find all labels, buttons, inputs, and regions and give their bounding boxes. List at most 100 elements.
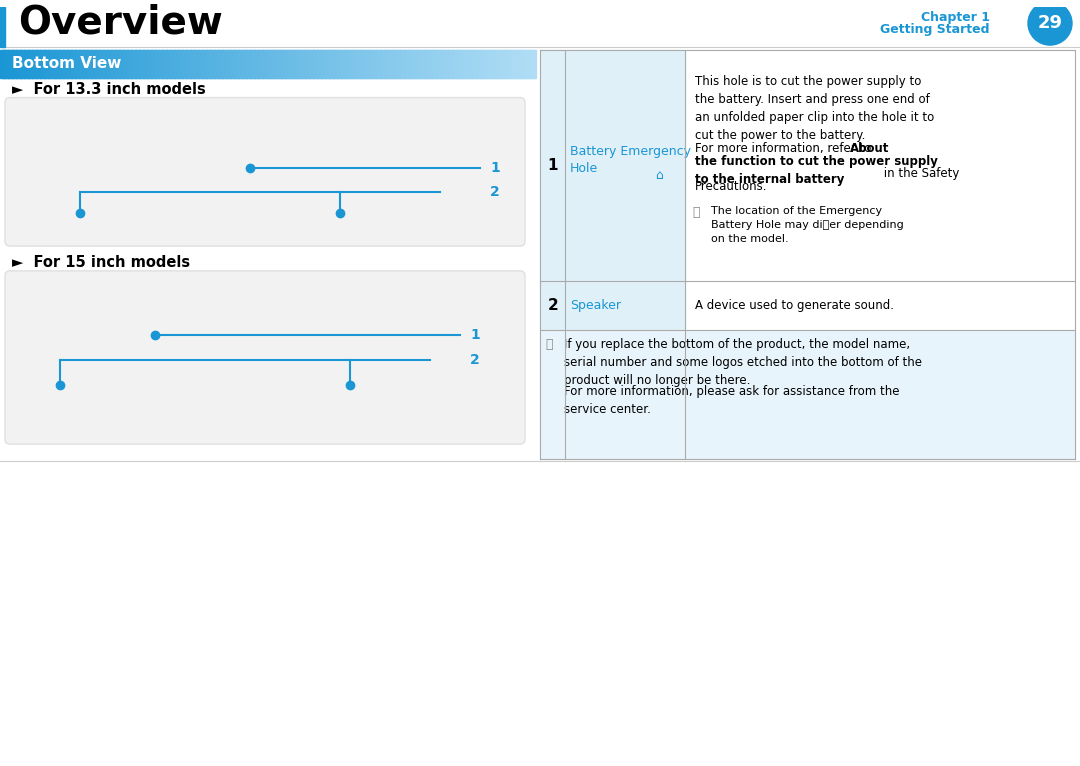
Bar (522, 50, 524, 78)
Bar (174, 50, 176, 78)
Bar (415, 50, 417, 78)
Bar (540, 50, 685, 281)
Bar (440, 50, 443, 78)
Bar (92, 50, 95, 78)
Bar (354, 50, 356, 78)
Bar (18, 50, 22, 78)
Bar (291, 50, 293, 78)
Bar (72, 50, 75, 78)
Bar (151, 50, 153, 78)
Bar (191, 50, 193, 78)
Bar (284, 50, 286, 78)
Bar (487, 50, 489, 78)
Bar (123, 50, 125, 78)
Bar (116, 50, 118, 78)
Bar (279, 50, 281, 78)
Bar (467, 50, 469, 78)
Bar (100, 50, 103, 78)
Bar (285, 50, 287, 78)
Bar (294, 50, 297, 78)
Bar (359, 50, 361, 78)
Bar (319, 50, 321, 78)
Bar (49, 50, 51, 78)
Bar (77, 50, 79, 78)
Bar (460, 50, 462, 78)
Bar (12, 50, 14, 78)
Bar (343, 50, 346, 78)
Bar (274, 50, 276, 78)
Bar (428, 50, 430, 78)
Bar (200, 50, 202, 78)
Bar (517, 50, 519, 78)
Bar (521, 50, 523, 78)
Text: 1: 1 (490, 161, 500, 175)
Bar (45, 50, 48, 78)
Bar (247, 50, 249, 78)
Bar (63, 50, 65, 78)
Bar (158, 50, 160, 78)
Bar (0, 50, 2, 78)
Bar (129, 50, 131, 78)
Bar (198, 50, 200, 78)
Bar (107, 50, 109, 78)
Bar (162, 50, 164, 78)
Bar (427, 50, 429, 78)
Bar (232, 50, 235, 78)
Bar (374, 50, 376, 78)
Bar (416, 50, 418, 78)
Bar (503, 50, 505, 78)
Bar (298, 50, 300, 78)
Text: 2: 2 (490, 185, 500, 198)
Bar (84, 50, 86, 78)
Bar (473, 50, 476, 78)
Bar (365, 50, 367, 78)
Bar (449, 50, 451, 78)
Bar (46, 50, 50, 78)
Bar (0, 8, 5, 47)
Bar (477, 50, 480, 78)
Bar (189, 50, 191, 78)
Bar (73, 50, 76, 78)
Bar (71, 50, 73, 78)
Bar (347, 50, 349, 78)
Bar (105, 50, 107, 78)
Bar (1, 50, 3, 78)
Bar (242, 50, 244, 78)
Bar (131, 50, 134, 78)
Bar (33, 50, 36, 78)
Bar (434, 50, 437, 78)
Bar (315, 50, 318, 78)
Bar (528, 50, 530, 78)
Bar (99, 50, 102, 78)
Bar (24, 50, 26, 78)
Bar (488, 50, 490, 78)
Bar (186, 50, 188, 78)
Bar (51, 50, 53, 78)
Text: Battery Emergency
Hole: Battery Emergency Hole (570, 146, 691, 175)
Bar (120, 50, 123, 78)
Bar (498, 50, 500, 78)
Bar (273, 50, 275, 78)
Bar (340, 50, 342, 78)
Bar (307, 50, 309, 78)
Bar (492, 50, 495, 78)
Bar (230, 50, 232, 78)
Bar (141, 50, 144, 78)
Bar (321, 50, 323, 78)
Bar (527, 50, 529, 78)
Bar (23, 50, 25, 78)
Bar (531, 50, 534, 78)
Bar (36, 50, 39, 78)
Text: If you replace the bottom of the product, the model name,
serial number and some: If you replace the bottom of the product… (564, 339, 922, 387)
Bar (118, 50, 120, 78)
Bar (507, 50, 510, 78)
Text: Precautions.: Precautions. (696, 180, 768, 193)
Bar (85, 50, 87, 78)
Bar (370, 50, 373, 78)
Bar (281, 50, 283, 78)
Bar (287, 50, 289, 78)
Bar (388, 50, 390, 78)
Bar (426, 50, 428, 78)
Bar (400, 50, 402, 78)
Bar (13, 50, 16, 78)
